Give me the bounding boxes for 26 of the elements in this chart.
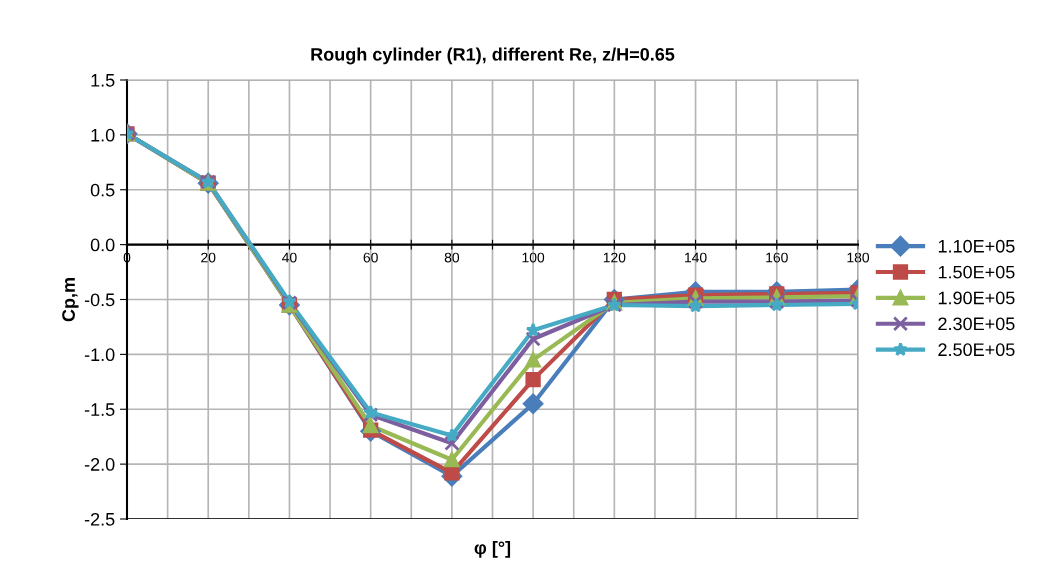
legend-label: 1.90E+05 (938, 291, 1015, 305)
x-tick-label: 20 (201, 252, 216, 263)
y-tick-label: -2.5 (84, 512, 115, 526)
y-tick-label: 1.0 (91, 128, 115, 142)
legend-label: 1.10E+05 (938, 239, 1015, 253)
x-tick-label: 100 (522, 252, 545, 263)
x-tick-label: 80 (444, 252, 460, 263)
x-tick-label: 40 (282, 252, 297, 263)
y-axis-title: Cp,m (62, 278, 79, 322)
y-tick-label: -1.0 (84, 348, 115, 362)
x-tick-label: 160 (766, 252, 788, 263)
x-tick-label: 60 (363, 252, 378, 263)
x-tick-label: 120 (603, 252, 626, 263)
y-tick-label: -1.5 (84, 403, 115, 416)
y-tick-label: -0.5 (84, 293, 115, 307)
y-tick-label: 0.0 (90, 238, 115, 252)
x-axis-title: φ [°] (474, 540, 511, 558)
x-tick-label: 180 (847, 252, 870, 263)
legend-label: 2.30E+05 (938, 317, 1015, 331)
chart-title: Rough cylinder (R1), different Re, z/H=0.65 (311, 47, 675, 65)
y-tick-label: 0.5 (90, 183, 115, 197)
x-tick-label: 140 (685, 252, 707, 263)
legend-label: 1.50E+05 (938, 265, 1015, 279)
y-tick-label: -2.0 (84, 458, 115, 471)
y-tick-label: 1.5 (91, 74, 115, 87)
legend-label: 2.50E+05 (938, 343, 1015, 357)
